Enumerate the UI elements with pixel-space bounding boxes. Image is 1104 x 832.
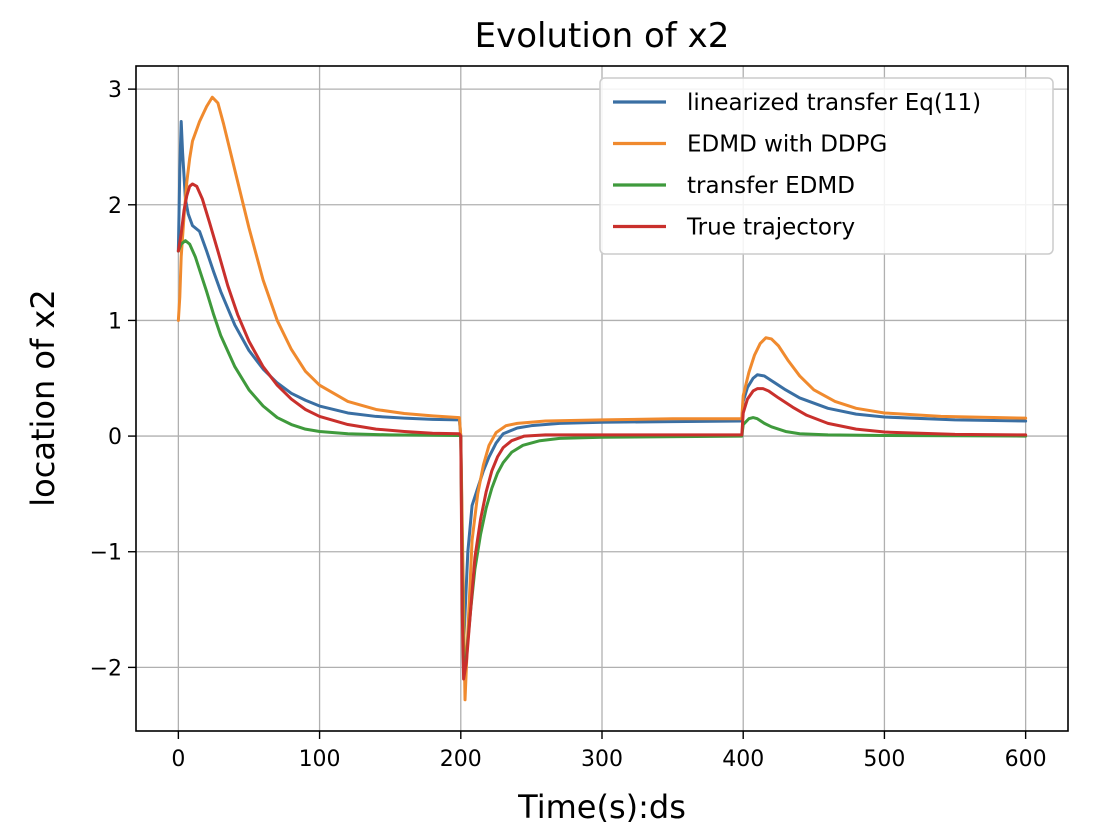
y-tick-label: −2 xyxy=(90,656,122,681)
legend-label: transfer EDMD xyxy=(687,173,855,199)
x-tick-label: 0 xyxy=(171,747,185,772)
y-tick-label: −1 xyxy=(90,541,122,566)
legend-label: EDMD with DDPG xyxy=(687,132,887,158)
x-tick-label: 300 xyxy=(581,747,623,772)
chart-title: Evolution of x2 xyxy=(475,16,730,56)
y-tick-label: 3 xyxy=(108,78,122,103)
x-tick-label: 200 xyxy=(440,747,482,772)
y-tick-label: 1 xyxy=(108,309,122,334)
x-tick-label: 400 xyxy=(722,747,764,772)
y-axis-label: location of x2 xyxy=(24,289,62,506)
x-tick-label: 100 xyxy=(299,747,341,772)
legend-label: True trajectory xyxy=(686,215,855,241)
y-tick-label: 2 xyxy=(108,194,122,219)
series-lines xyxy=(176,95,1028,702)
series-line-1 xyxy=(176,120,1028,646)
y-axis-ticks: −2 −1 0 1 2 3 xyxy=(90,78,136,681)
legend-box xyxy=(599,77,1054,255)
legend-label: linearized transfer Eq(11) xyxy=(687,90,981,116)
x-axis-label: Time(s):ds xyxy=(517,788,686,826)
x-axis-ticks: 0 100 200 300 400 500 600 xyxy=(171,731,1047,772)
x-tick-label: 600 xyxy=(1005,747,1047,772)
x-tick-label: 500 xyxy=(863,747,905,772)
legend: linearized transfer Eq(11) EDMD with DDPG… xyxy=(599,77,1054,255)
y-tick-label: 0 xyxy=(108,425,122,450)
series-line-4 xyxy=(176,182,1028,681)
